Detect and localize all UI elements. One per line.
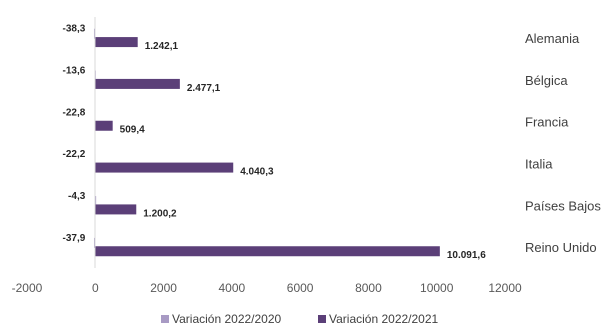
bar-variacion-2022-2021 [95, 162, 234, 173]
category-label: Italia [525, 156, 553, 171]
data-label-variacion-2022-2020: -13,6 [62, 66, 85, 77]
legend: Variación 2022/2020 Variación 2022/2021 [161, 312, 439, 326]
x-tick-label: 12000 [488, 281, 522, 295]
legend-swatch [161, 315, 169, 323]
x-tick-label: 8000 [355, 281, 382, 295]
category-label: Alemania [525, 31, 580, 46]
x-tick-label: 10000 [420, 281, 454, 295]
x-tick-label: 6000 [287, 281, 314, 295]
data-label-variacion-2022-2020: -22,8 [62, 107, 85, 118]
category-label: Reino Unido [525, 240, 597, 255]
x-tick-label: 4000 [219, 281, 246, 295]
category-label: Países Bajos [525, 198, 601, 213]
bars-layer: -38,3 1.242,1 -13,6 2.477,1 -22,8 509,4 -22,2 4… [62, 24, 486, 262]
category-labels: Alemania Bélgica Francia Italia Países Bajos… [525, 31, 601, 255]
data-label-variacion-2022-2021: 4.040,3 [240, 167, 274, 178]
category-label: Bélgica [525, 73, 568, 88]
x-axis-ticks: -2000 0 2000 4000 6000 8000 10000 12000 [12, 281, 522, 295]
data-label-variacion-2022-2020: -38,3 [62, 24, 85, 35]
x-tick-label: -2000 [12, 281, 43, 295]
data-label-variacion-2022-2021: 1.242,1 [145, 41, 179, 52]
bar-variacion-2022-2021 [95, 78, 180, 89]
bar-variacion-2022-2021 [95, 120, 113, 131]
data-label-variacion-2022-2020: -37,9 [62, 233, 85, 244]
category-label: Francia [525, 115, 569, 130]
data-label-variacion-2022-2020: -4,3 [68, 191, 86, 202]
data-label-variacion-2022-2021: 2.477,1 [187, 83, 221, 94]
bar-variacion-2022-2021 [95, 204, 137, 215]
legend-swatch [318, 315, 326, 323]
data-label-variacion-2022-2020: -22,2 [62, 149, 85, 160]
bar-variacion-2022-2021 [95, 246, 440, 257]
data-label-variacion-2022-2021: 1.200,2 [143, 208, 177, 219]
legend-label: Variación 2022/2021 [329, 312, 439, 325]
data-label-variacion-2022-2021: 10.091,6 [447, 250, 486, 261]
x-tick-label: 0 [92, 281, 99, 295]
x-tick-label: 2000 [150, 281, 177, 295]
bar-variacion-2022-2021 [95, 37, 138, 48]
data-label-variacion-2022-2021: 509,4 [120, 125, 145, 136]
legend-label: Variación 2022/2020 [172, 312, 282, 325]
bar-variacion-2022-2020 [95, 196, 97, 207]
